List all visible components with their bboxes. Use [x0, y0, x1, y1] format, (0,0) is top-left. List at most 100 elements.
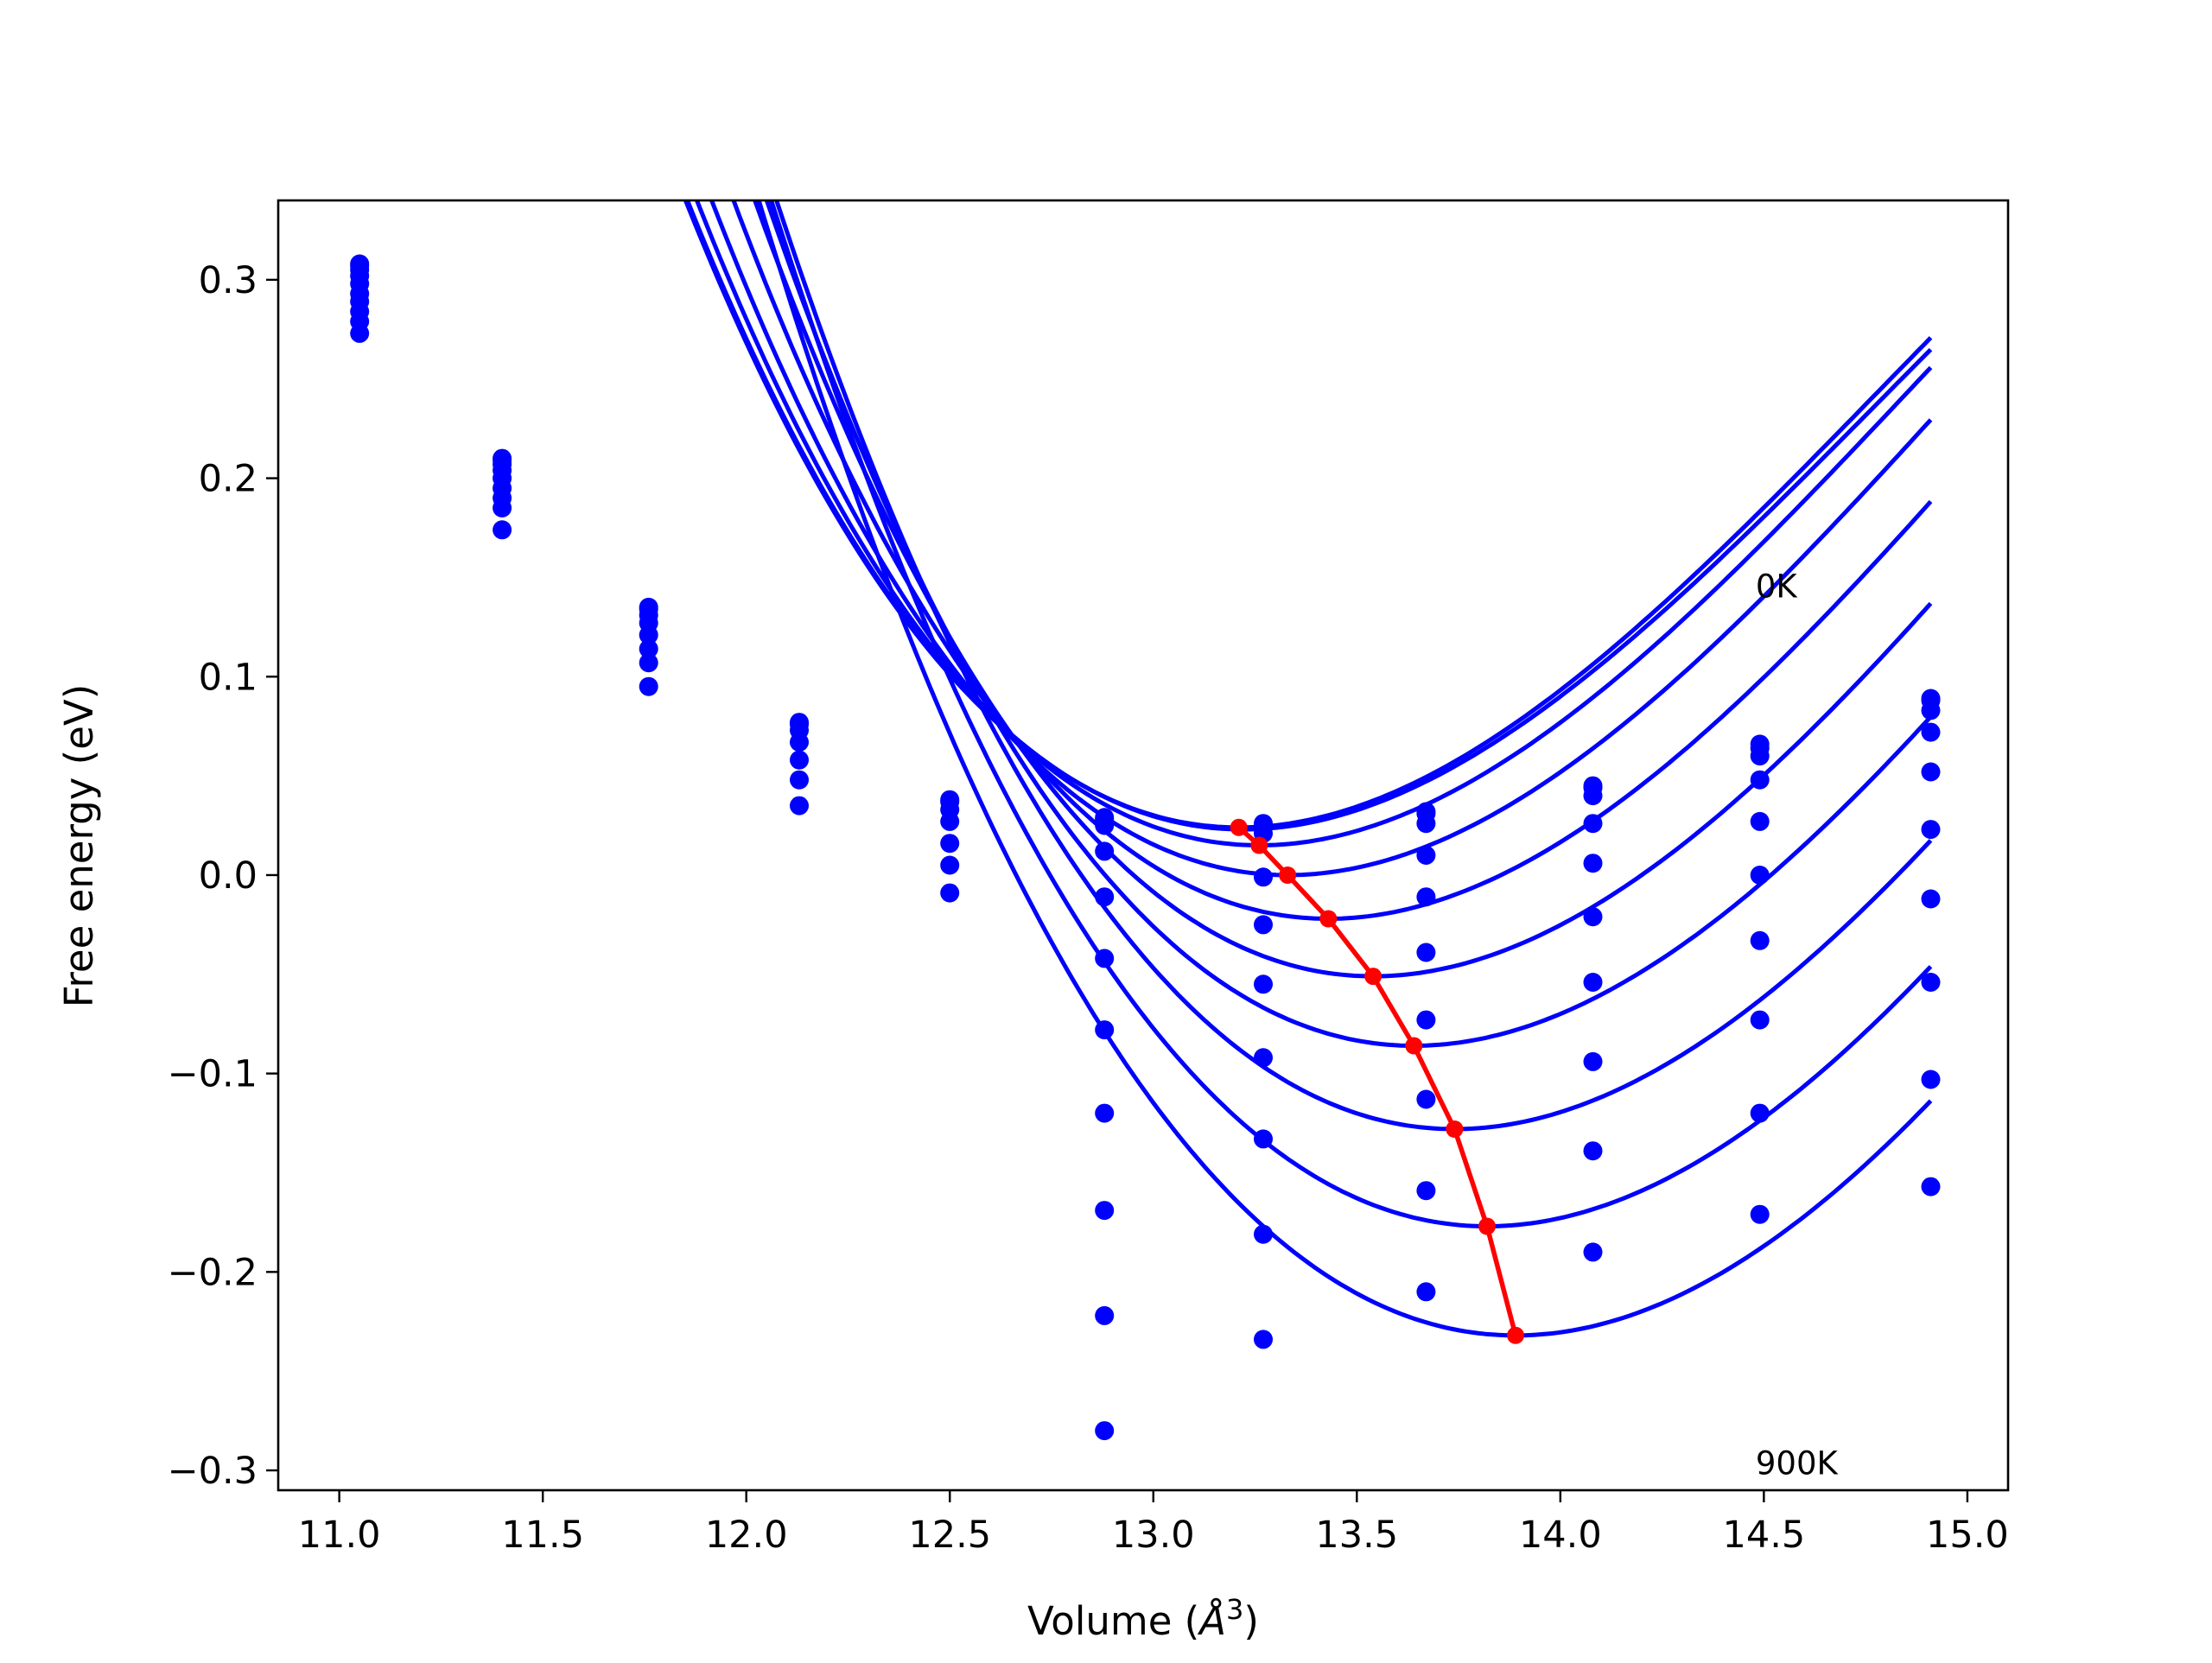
data-point	[1254, 867, 1273, 887]
data-point	[1254, 974, 1273, 994]
data-point	[790, 750, 809, 770]
data-point	[1921, 722, 1941, 742]
fit-curve	[709, 200, 1933, 878]
data-point	[1921, 820, 1941, 840]
data-point	[1750, 1010, 1770, 1030]
data-point	[493, 520, 512, 540]
data-point	[790, 733, 809, 752]
data-point	[1254, 1224, 1273, 1244]
plot-frame	[276, 199, 2010, 1492]
equilibrium-volume-layer	[1230, 818, 1524, 1344]
data-point	[1416, 846, 1436, 865]
minimum-point	[1507, 1326, 1524, 1344]
data-point	[1416, 1282, 1436, 1302]
fit-curve	[769, 200, 1933, 1228]
fit-curve	[774, 200, 1933, 1132]
y-tick-label: −0.1	[168, 1053, 257, 1096]
x-tick-label: 12.5	[908, 1514, 991, 1557]
data-point	[1416, 943, 1436, 962]
fit-curve	[694, 200, 1933, 847]
x-axis-ticks: 11.0 11.5 12.0 12.5 13.0 13.5 14.0 14.5 15.0	[298, 1490, 2009, 1557]
data-point	[1750, 811, 1770, 831]
data-point	[1921, 889, 1941, 909]
data-point	[1583, 907, 1603, 927]
data-point	[1750, 930, 1770, 950]
data-point	[1583, 1242, 1603, 1262]
x-tick-label: 13.0	[1112, 1514, 1195, 1557]
data-point	[940, 855, 960, 875]
x-tick-label: 11.0	[298, 1514, 381, 1557]
y-tick-label: 0.2	[199, 458, 257, 501]
data-point	[1416, 1181, 1436, 1201]
data-point	[1416, 887, 1436, 907]
minimum-point	[1478, 1217, 1496, 1235]
data-point	[350, 323, 370, 343]
y-tick-label: −0.3	[168, 1450, 257, 1493]
data-point	[1583, 786, 1603, 806]
data-point	[1750, 1103, 1770, 1123]
data-point	[639, 625, 658, 644]
y-axis-label: Free energy (eV)	[56, 684, 102, 1007]
data-point	[1095, 1305, 1115, 1325]
data-point	[1921, 1177, 1941, 1196]
x-axis-label: Volume (Å3)	[1027, 1593, 1259, 1644]
data-point	[940, 811, 960, 831]
data-point	[1254, 1048, 1273, 1068]
minimum-point	[1319, 910, 1338, 928]
x-tick-label: 15.0	[1926, 1514, 2009, 1557]
annotation-layer: 0K 900K	[1756, 568, 1840, 1482]
data-point	[639, 676, 658, 696]
data-point	[1254, 1330, 1273, 1349]
data-point	[1095, 1421, 1115, 1441]
data-point	[1416, 1010, 1436, 1030]
data-point	[1750, 746, 1770, 766]
data-point	[1254, 915, 1273, 935]
data-point	[790, 796, 809, 816]
data-point	[639, 639, 658, 659]
fit-curve	[731, 200, 1933, 921]
y-tick-label: −0.2	[168, 1251, 257, 1294]
x-tick-label: 14.0	[1519, 1514, 1602, 1557]
y-tick-label: 0.1	[199, 656, 257, 699]
data-point	[1095, 841, 1115, 861]
data-point	[1095, 1020, 1115, 1040]
data-point	[1095, 887, 1115, 907]
data-point	[1583, 814, 1603, 834]
x-tick-label: 13.5	[1315, 1514, 1398, 1557]
data-point	[940, 834, 960, 854]
data-point	[1095, 816, 1115, 835]
data-point	[1416, 1089, 1436, 1109]
x-tick-label: 11.5	[501, 1514, 584, 1557]
data-point	[1583, 973, 1603, 992]
minimum-point	[1279, 866, 1297, 884]
fit-curve	[684, 200, 1933, 832]
data-point	[1416, 814, 1436, 834]
data-point	[1583, 1141, 1603, 1161]
data-point	[639, 653, 658, 673]
minimum-point	[1250, 836, 1268, 854]
data-point	[1921, 701, 1941, 720]
fit-curve	[764, 200, 1933, 1048]
data-point	[1583, 854, 1603, 873]
minimum-point	[1230, 818, 1248, 836]
x-tick-label: 12.0	[705, 1514, 788, 1557]
data-point	[1750, 1204, 1770, 1224]
minimum-point	[1405, 1037, 1423, 1055]
minimum-point	[1446, 1120, 1464, 1138]
data-point	[790, 770, 809, 790]
minimum-point	[1364, 968, 1382, 986]
y-axis-ticks: 0.3 0.2 0.1 0.0 −0.1 −0.2 −0.3	[168, 259, 278, 1493]
series-layer	[350, 200, 1941, 1441]
data-point	[1095, 1103, 1115, 1123]
y-tick-label: 0.0	[199, 854, 257, 898]
y-tick-label: 0.3	[199, 259, 257, 302]
data-point	[1095, 949, 1115, 968]
data-point	[1750, 866, 1770, 885]
data-point	[1095, 1201, 1115, 1221]
data-point	[1750, 770, 1770, 790]
data-point	[1921, 1070, 1941, 1089]
data-point	[1583, 1051, 1603, 1071]
data-point	[493, 498, 512, 517]
